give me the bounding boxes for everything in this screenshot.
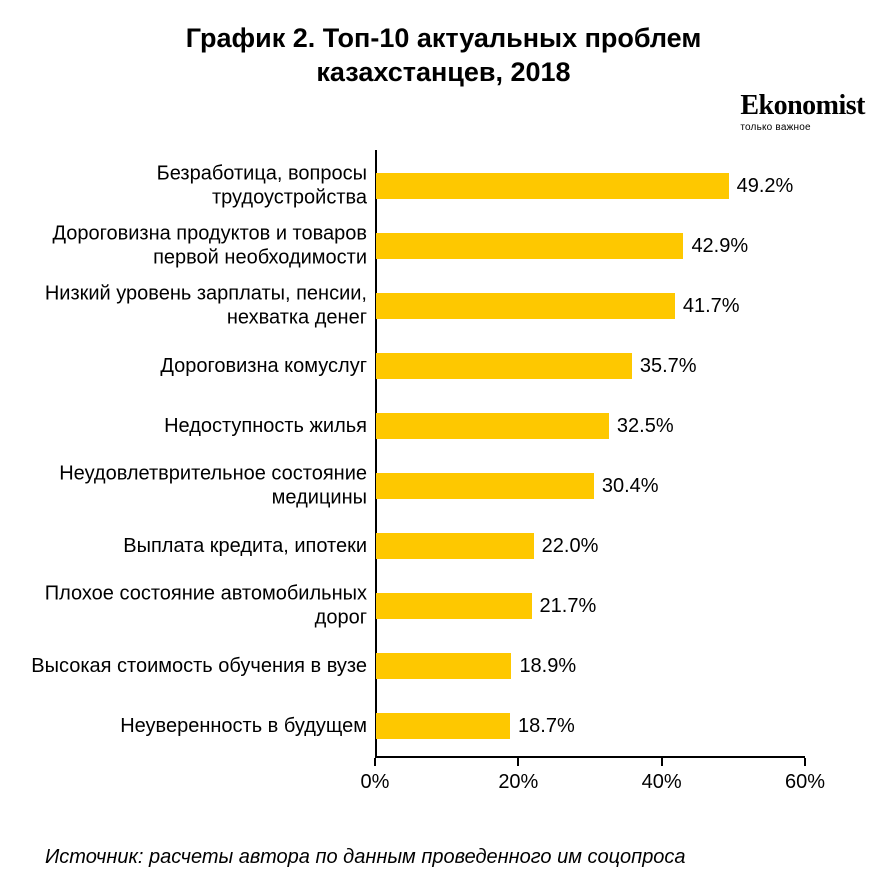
bar [376, 173, 729, 199]
category-label: Недоступность жилья [12, 414, 367, 438]
x-tick [661, 758, 663, 766]
x-tick-label: 60% [785, 771, 825, 794]
x-tick-label: 20% [498, 771, 538, 794]
x-tick-label: 0% [361, 771, 390, 794]
bar-value-label: 35.7% [634, 353, 697, 379]
category-label: Высокая стоимость обучения в вузе [12, 654, 367, 678]
x-tick [374, 758, 376, 766]
logo-text: Ekonomist [740, 92, 865, 120]
bar [376, 713, 510, 739]
bar [376, 233, 683, 259]
category-label: Неудовлетврительное состояние медицины [12, 462, 367, 511]
bar-value-label: 41.7% [677, 293, 740, 319]
plot-area: 0%20%40%60%49.2%42.9%41.7%35.7%32.5%30.4… [375, 150, 805, 758]
x-tick [804, 758, 806, 766]
source-note: Источник: расчеты автора по данным прове… [45, 846, 847, 869]
logo-main-text: Ekonomist [740, 90, 865, 121]
x-tick [517, 758, 519, 766]
bar-value-label: 18.9% [513, 653, 576, 679]
chart-container: График 2. Топ-10 актуальных проблем каза… [0, 0, 887, 887]
category-label: Плохое состояние автомобильных дорог [12, 582, 367, 631]
plot: Безработица, вопросы трудоустройства Доро… [0, 150, 887, 810]
bar [376, 473, 594, 499]
title-line-2: казахстанцев, 2018 [316, 57, 570, 87]
bar-value-label: 49.2% [731, 173, 794, 199]
title-line-1: График 2. Топ-10 актуальных проблем [186, 23, 702, 53]
bar-value-label: 30.4% [596, 473, 659, 499]
bar-value-label: 21.7% [534, 593, 597, 619]
x-axis [375, 756, 805, 758]
category-labels-column: Безработица, вопросы трудоустройства Доро… [0, 150, 375, 758]
category-label: Дороговизна продуктов и товаров первой н… [12, 222, 367, 271]
category-label: Низкий уровень зарплаты, пенсии, нехватк… [12, 282, 367, 331]
logo-subtitle: только важное [740, 122, 865, 133]
bar [376, 413, 609, 439]
publisher-logo: Ekonomist только важное [740, 92, 865, 133]
bar-value-label: 22.0% [536, 533, 599, 559]
bar [376, 593, 532, 619]
bar [376, 653, 511, 679]
category-label: Выплата кредита, ипотеки [12, 534, 367, 558]
x-tick-label: 40% [642, 771, 682, 794]
category-label: Неуверенность в будущем [12, 714, 367, 738]
category-label: Дороговизна комуслуг [12, 354, 367, 378]
bar [376, 533, 534, 559]
bar [376, 293, 675, 319]
chart-title: График 2. Топ-10 актуальных проблем каза… [0, 0, 887, 90]
bar [376, 353, 632, 379]
bar-value-label: 18.7% [512, 713, 575, 739]
category-label: Безработица, вопросы трудоустройства [12, 162, 367, 211]
bar-value-label: 32.5% [611, 413, 674, 439]
bar-value-label: 42.9% [685, 233, 748, 259]
